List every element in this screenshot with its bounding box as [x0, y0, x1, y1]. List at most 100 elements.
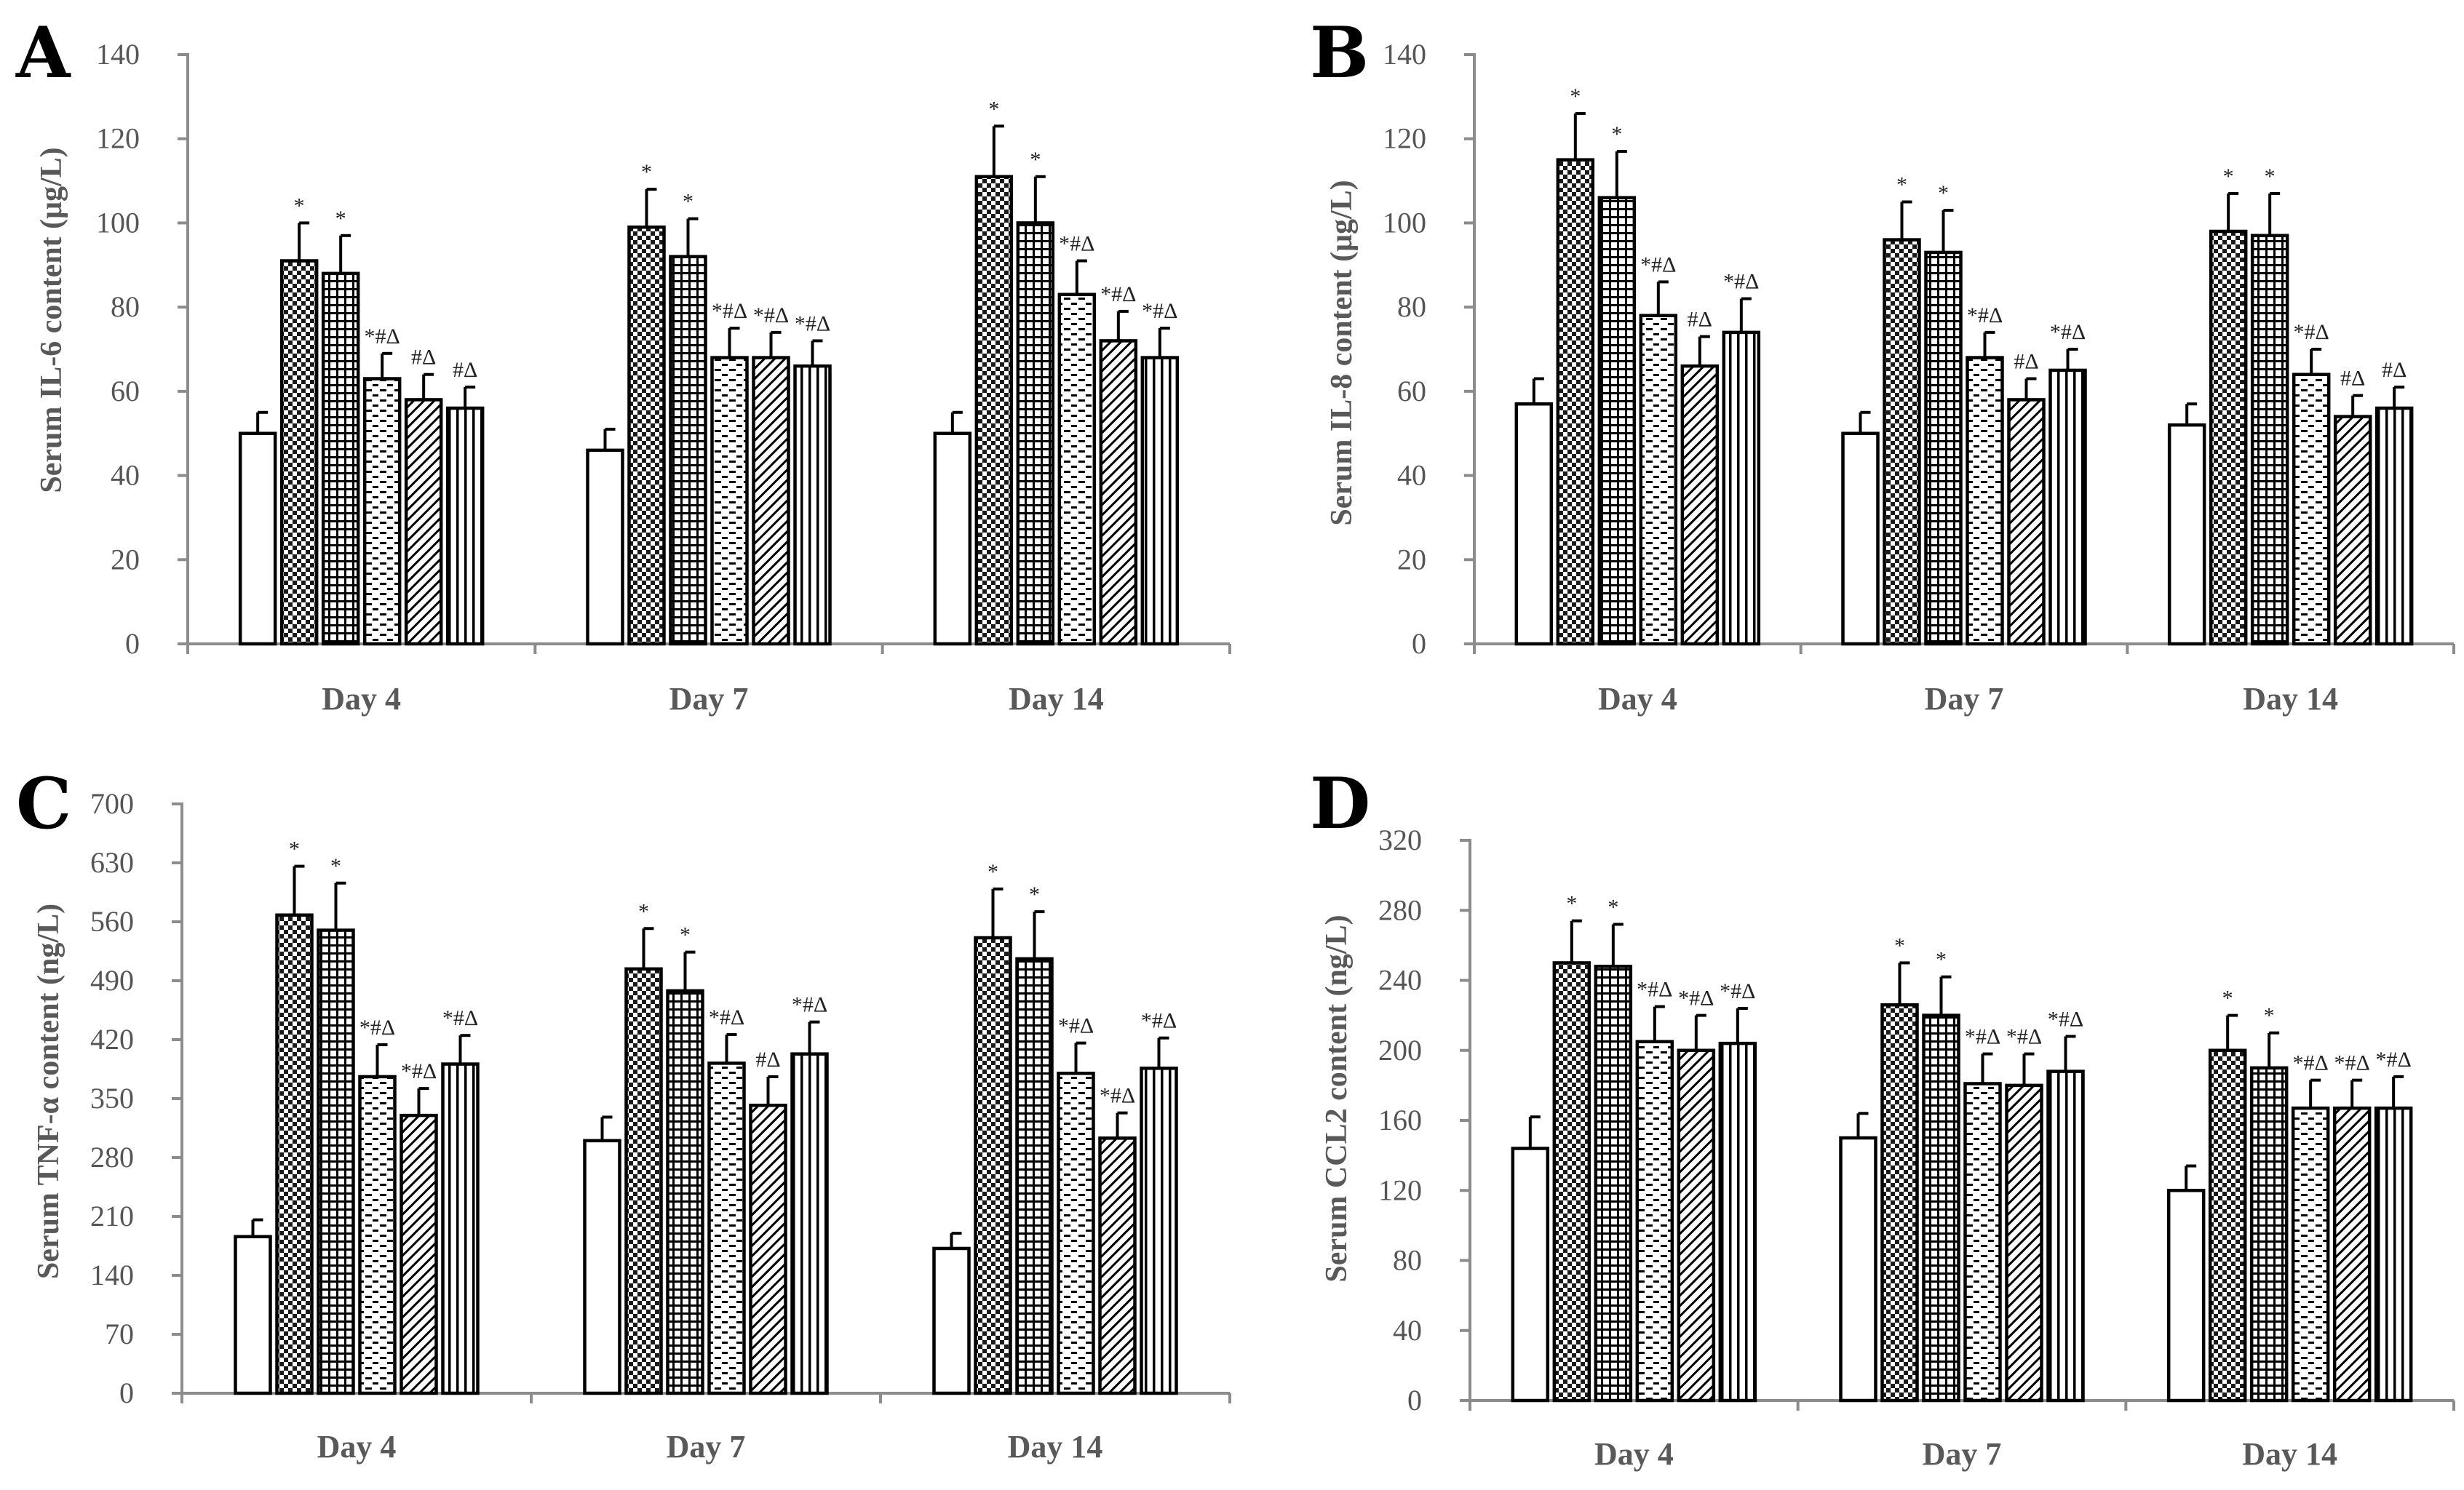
bar [790, 1052, 829, 1395]
panel-b-x-axis: Day 4 Day 7 Day 14 [1598, 681, 2338, 717]
significance-label: * [1896, 173, 1907, 197]
bar [1677, 1048, 1716, 1403]
y-tick-label: 140 [90, 1259, 134, 1291]
bar [2374, 406, 2414, 646]
bar [974, 175, 1014, 646]
panel-c-y-axis-title: Serum TNF-α content (ng/L) [32, 904, 65, 1279]
bar [2208, 1048, 2247, 1403]
y-tick-label: 80 [111, 290, 140, 323]
significance-label: *#Δ [2050, 320, 2086, 344]
significance-label: *#Δ [1640, 252, 1676, 276]
significance-label: #Δ [1688, 308, 1712, 332]
significance-label: *#Δ [2006, 1025, 2042, 1049]
significance-label: * [1570, 84, 1581, 108]
significance-label: *#Δ [1720, 979, 1755, 1003]
significance-label: * [294, 194, 305, 218]
significance-label: *#Δ [1967, 303, 2003, 327]
significance-label: *#Δ [1637, 978, 1672, 1002]
significance-label: *#Δ [712, 299, 747, 323]
significance-label: *#Δ [1965, 1025, 2000, 1049]
significance-label: *#Δ [1723, 270, 1759, 294]
significance-label: * [638, 899, 649, 923]
y-tick-label: 700 [90, 787, 134, 820]
y-tick-label: 40 [111, 459, 140, 492]
panel-a-category-label: Day 14 [1009, 681, 1104, 717]
significance-label: * [289, 837, 300, 861]
panel-a-x-axis: Day 4 Day 7 Day 14 [322, 681, 1103, 717]
bar [710, 356, 749, 646]
bar [1722, 330, 1761, 646]
bar [238, 431, 277, 646]
bar [2249, 1066, 2289, 1403]
panel-d-letter: D [1310, 762, 1370, 845]
bar [445, 406, 485, 646]
bar [583, 1139, 621, 1395]
y-tick-label: 0 [125, 627, 140, 660]
y-tick-label: 60 [1397, 375, 1426, 407]
significance-label: *#Δ [2048, 1008, 2083, 1032]
panel-c: C Serum TNF-α content (ng/L) 0 70 140 210 28… [16, 762, 1231, 1465]
panel-b: B Serum IL-8 content (μg/L) 0 20 40 60 80 100… [1310, 12, 2455, 717]
significance-label: *#Δ [2294, 320, 2329, 344]
bar [624, 967, 663, 1395]
significance-label: *#Δ [795, 311, 830, 335]
significance-label: * [1029, 883, 1040, 907]
bar [2046, 1069, 2085, 1403]
bar [400, 1113, 438, 1395]
bar [234, 1235, 272, 1395]
bar [2048, 368, 2087, 646]
panel-c-category-label: Day 7 [667, 1429, 746, 1465]
significance-label: * [2264, 1004, 2275, 1028]
significance-label: * [2265, 164, 2276, 188]
bar [1718, 1041, 1757, 1403]
bar [2332, 1106, 2372, 1403]
significance-label: * [680, 923, 691, 947]
significance-label: * [1938, 181, 1949, 205]
y-tick-label: 40 [1393, 1314, 1422, 1347]
bar [1639, 314, 1678, 646]
y-tick-label: 80 [1397, 290, 1426, 323]
panel-b-y-axis-title: Serum IL-8 content (μg/L) [1325, 180, 1359, 525]
y-tick-label: 420 [90, 1023, 134, 1056]
y-tick-label: 40 [1397, 459, 1426, 492]
bar [1514, 402, 1554, 646]
panel-b-letter: B [1310, 12, 1369, 94]
panel-a-y-axis-title: Serum IL-6 content (μg/L) [35, 147, 68, 493]
significance-label: * [1894, 933, 1905, 957]
bar [1594, 965, 1633, 1403]
panel-a-category-label: Day 4 [322, 681, 401, 717]
panel-b-category-label: Day 7 [1925, 681, 2004, 717]
bar [2005, 1083, 2043, 1403]
panel-a-letter: A [15, 12, 71, 94]
bar [2167, 423, 2206, 646]
significance-label: * [1936, 948, 1947, 972]
y-tick-label: 210 [90, 1200, 134, 1232]
bar [1680, 364, 1720, 646]
bar [1597, 196, 1637, 646]
y-tick-label: 120 [1378, 1174, 1422, 1206]
bar [1883, 238, 1921, 646]
bar [1099, 339, 1138, 646]
panel-d-category-label: Day 4 [1594, 1436, 1674, 1472]
bar [1922, 1013, 1960, 1403]
significance-label: *#Δ [359, 1016, 395, 1040]
bar [1140, 356, 1180, 646]
panel-b-category-label: Day 14 [2243, 681, 2338, 717]
panel-c-category-label: Day 14 [1008, 1429, 1103, 1465]
significance-label: * [330, 854, 341, 878]
significance-label: #Δ [2382, 358, 2407, 382]
bar [2007, 398, 2046, 646]
panel-a-bars: ***#Δ#Δ#Δ***#Δ *#Δ *#Δ***#Δ*#Δ*#Δ [238, 97, 1180, 646]
significance-label: #Δ [2014, 350, 2038, 374]
panel-a-y-axis: 0 20 40 60 80 100 120 140 [96, 38, 1231, 660]
bar [2166, 1189, 2206, 1403]
bar [1963, 1082, 2002, 1403]
bar [974, 936, 1012, 1395]
y-tick-label: 280 [90, 1141, 134, 1174]
significance-label: *#Δ [1100, 282, 1136, 306]
y-tick-label: 490 [90, 964, 134, 997]
significance-label: *#Δ [1678, 987, 1714, 1011]
significance-label: *#Δ [1058, 1014, 1094, 1038]
significance-label: *#Δ [2334, 1051, 2370, 1075]
panel-d-category-label: Day 7 [1923, 1436, 2002, 1472]
